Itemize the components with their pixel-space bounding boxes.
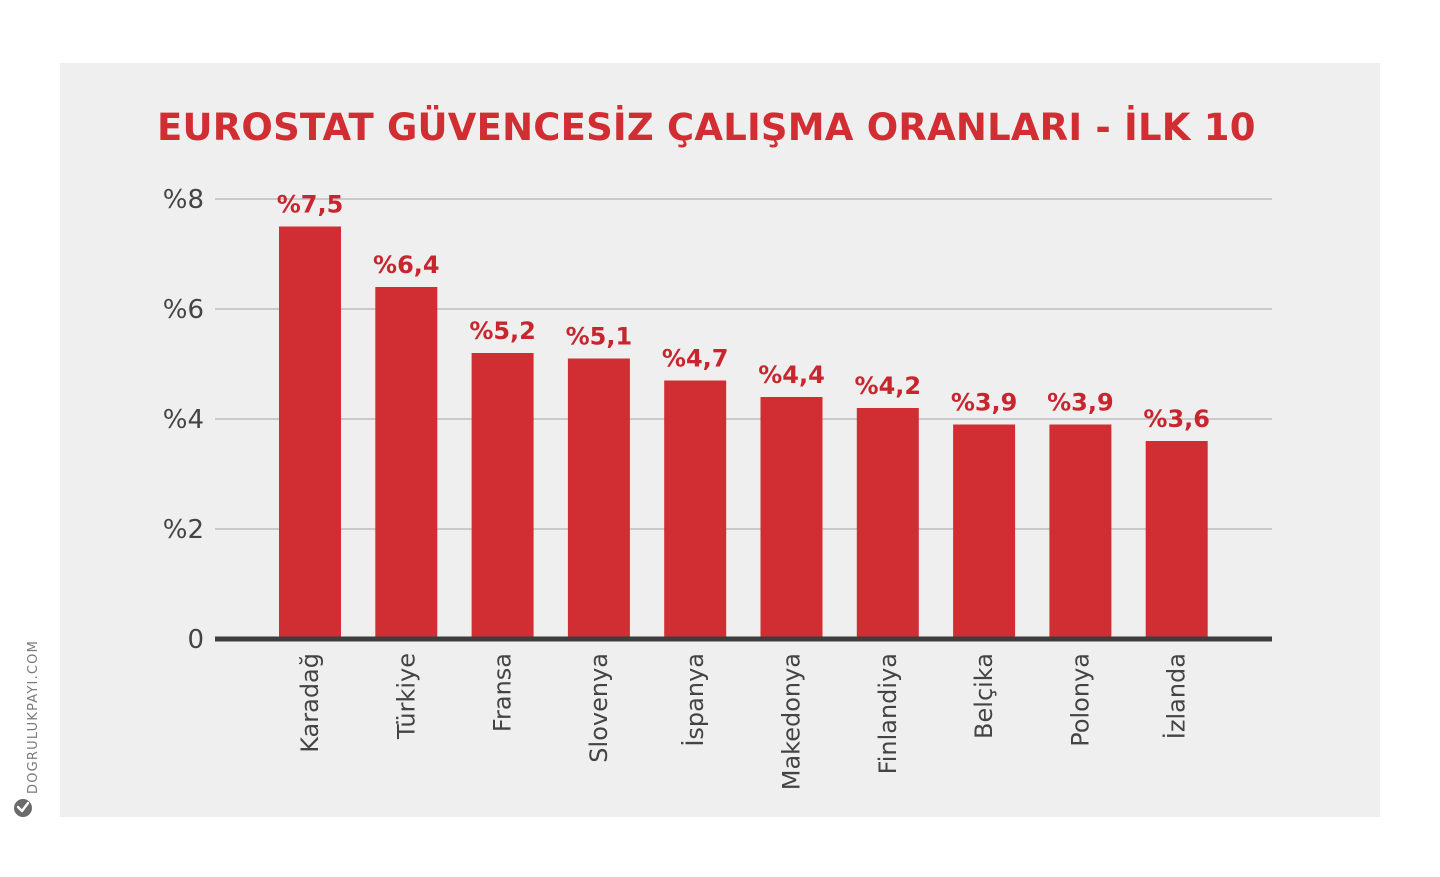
check-badge-icon	[14, 799, 32, 817]
y-axis-ticks: 0 %2 %4 %6 %8	[163, 185, 204, 655]
x-tick-label: Belçika	[970, 653, 998, 739]
bar-value-label: %3,9	[951, 389, 1018, 417]
bar	[856, 408, 919, 639]
y-tick-label: %8	[163, 185, 204, 215]
watermark: DOGRULUKPAYI.COM	[8, 598, 48, 823]
value-labels: %7,5 %6,4 %5,2 %5,1 %4,7 %4,4 %4,2 %3,9 %3,9 %3,6	[277, 191, 1210, 434]
bar-value-label: %4,4	[758, 361, 825, 389]
bar-value-label: %3,9	[1047, 389, 1114, 417]
gridlines	[215, 198, 1272, 530]
watermark-text: DOGRULUKPAYI.COM	[26, 639, 41, 794]
bar-value-label: %4,7	[662, 345, 729, 373]
x-tick-label: Finlandiya	[874, 653, 902, 774]
chart-title: EUROSTAT GÜVENCESİZ ÇALIŞMA ORANLARI - İ…	[157, 106, 1256, 149]
y-tick-label: %6	[163, 295, 204, 325]
bar-value-label: %4,2	[855, 372, 922, 400]
bar-value-label: %7,5	[277, 191, 344, 219]
bar	[1145, 441, 1208, 639]
bar	[279, 226, 341, 639]
x-tick-label: Karadağ	[296, 653, 324, 753]
bar	[760, 397, 823, 639]
x-tick-label: Polonya	[1066, 653, 1094, 747]
y-tick-label: %2	[163, 515, 204, 545]
x-tick-label: Slovenya	[585, 653, 613, 763]
bar-value-label: %6,4	[373, 251, 440, 279]
bar-value-label: %5,2	[469, 317, 536, 345]
x-tick-label: Türkiye	[392, 653, 420, 740]
y-tick-label: %4	[163, 405, 204, 435]
y-tick-label: 0	[187, 625, 204, 655]
bar-value-label: %5,1	[566, 323, 633, 351]
bar-value-label: %3,6	[1143, 405, 1210, 433]
bar	[375, 287, 438, 639]
x-tick-label: İspanya	[680, 653, 709, 747]
bars	[279, 226, 1208, 639]
bar	[567, 358, 630, 639]
bar	[664, 380, 727, 639]
x-tick-label: İzlanda	[1162, 653, 1191, 739]
bar	[1049, 424, 1112, 639]
bar	[471, 353, 534, 639]
x-tick-label: Makedonya	[778, 653, 806, 790]
x-axis-labels: Karadağ Türkiye Fransa Slovenya İspanya Maked…	[296, 653, 1191, 790]
bar	[953, 424, 1016, 639]
x-tick-label: Fransa	[489, 653, 517, 732]
